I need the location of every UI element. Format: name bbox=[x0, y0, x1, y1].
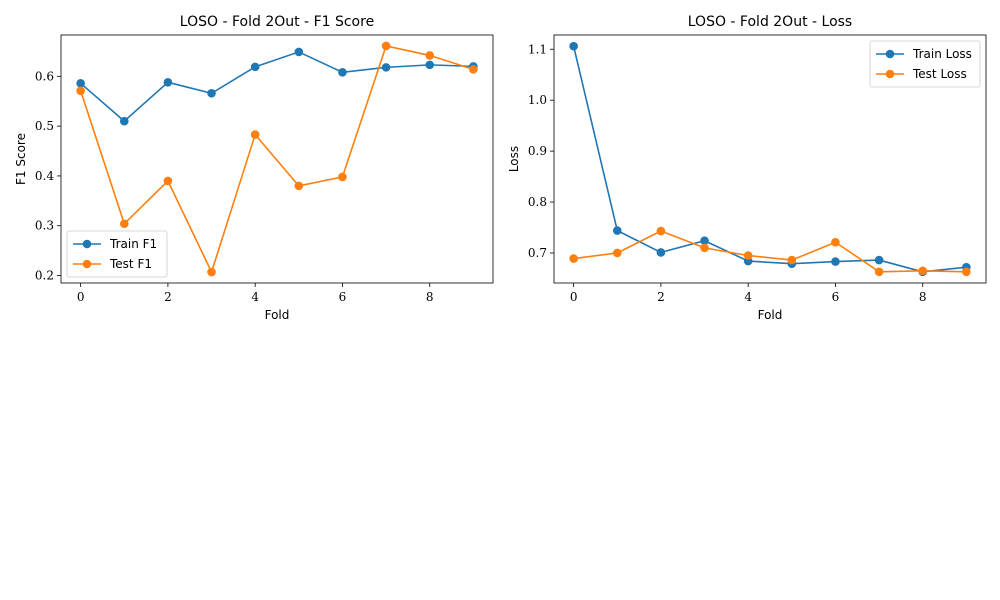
legend-marker bbox=[82, 259, 92, 269]
x-tick-label: 6 bbox=[832, 290, 840, 304]
x-tick-label: 8 bbox=[919, 290, 927, 304]
data-point bbox=[163, 78, 173, 87]
chart-2: LOSO - Fold 2Out - Loss 0 2 4 6 8 0.7 0.8 0.9 1.0… bbox=[507, 14, 987, 322]
axes-frame bbox=[60, 34, 494, 284]
legend-marker bbox=[885, 69, 895, 79]
x-tick-label: 0 bbox=[77, 290, 85, 304]
data-point bbox=[743, 251, 753, 260]
data-point bbox=[700, 236, 709, 246]
chart-title: LOSO - Fold 2Out - Loss bbox=[688, 14, 852, 30]
data-point bbox=[787, 255, 797, 265]
data-point bbox=[381, 63, 391, 72]
data-point bbox=[163, 176, 173, 186]
x-tick-label: 0 bbox=[570, 290, 578, 304]
legend-box bbox=[869, 40, 981, 88]
y-tick-label: 0.2 bbox=[35, 269, 54, 283]
x-axis-label: Fold bbox=[758, 308, 783, 322]
series-line bbox=[79, 45, 474, 275]
data-point bbox=[656, 248, 666, 257]
data-point bbox=[612, 248, 622, 258]
y-tick-label: 0.8 bbox=[528, 195, 547, 209]
y-tick-label: 0.6 bbox=[35, 69, 54, 83]
data-point bbox=[700, 243, 709, 253]
data-point bbox=[207, 88, 216, 98]
legend-marker bbox=[82, 239, 92, 249]
data-point bbox=[831, 257, 840, 266]
legend-label: Train Loss bbox=[912, 47, 972, 61]
y-tick-label: 0.7 bbox=[528, 246, 547, 260]
y-tick-label: 1.1 bbox=[528, 42, 547, 56]
data-point bbox=[338, 172, 347, 182]
y-axis-label: Loss bbox=[507, 146, 521, 172]
legend: Train Loss Test Loss bbox=[869, 40, 981, 88]
data-point bbox=[338, 68, 347, 77]
data-point bbox=[831, 237, 840, 247]
data-point bbox=[612, 226, 622, 235]
legend-label: Test F1 bbox=[109, 257, 152, 271]
data-point bbox=[425, 51, 435, 60]
data-point bbox=[874, 255, 884, 265]
x-tick-label: 2 bbox=[164, 290, 172, 304]
series-line bbox=[573, 230, 967, 273]
data-point bbox=[962, 267, 971, 277]
legend-box bbox=[66, 230, 168, 278]
data-point bbox=[250, 130, 260, 139]
y-axis-label: F1 Score bbox=[14, 133, 28, 185]
data-point bbox=[294, 181, 304, 191]
x-tick-label: 4 bbox=[251, 290, 259, 304]
data-point bbox=[425, 60, 435, 70]
y-tick-label: 0.5 bbox=[35, 119, 54, 133]
data-point bbox=[76, 86, 85, 96]
data-point bbox=[381, 41, 391, 51]
data-point bbox=[874, 267, 884, 277]
data-point bbox=[569, 41, 578, 51]
data-point bbox=[119, 116, 129, 126]
y-tick-label: 0.9 bbox=[528, 144, 547, 158]
x-tick-label: 4 bbox=[744, 290, 752, 304]
legend-marker bbox=[885, 49, 895, 59]
x-tick-label: 6 bbox=[339, 290, 347, 304]
x-axis-label: Fold bbox=[265, 308, 290, 322]
data-point bbox=[569, 254, 578, 263]
data-point bbox=[76, 79, 85, 88]
chart-title: LOSO - Fold 2Out - F1 Score bbox=[180, 14, 374, 30]
axes-frame bbox=[553, 34, 987, 284]
x-tick-label: 8 bbox=[426, 290, 434, 304]
y-tick-label: 0.4 bbox=[35, 169, 54, 183]
legend: Train F1 Test F1 bbox=[66, 230, 168, 278]
data-point bbox=[294, 47, 304, 57]
data-point bbox=[469, 65, 478, 74]
y-tick-label: 1.0 bbox=[528, 93, 547, 107]
data-point bbox=[656, 226, 666, 236]
x-tick-label: 2 bbox=[657, 290, 665, 304]
legend-label: Train F1 bbox=[109, 237, 157, 251]
series-line bbox=[80, 51, 474, 123]
chart-1: LOSO - Fold 2Out - F1 Score 0 2 4 6 8 0.2 0.3 0.… bbox=[14, 14, 494, 322]
data-point bbox=[119, 219, 129, 229]
y-tick-label: 0.3 bbox=[35, 219, 54, 233]
data-point bbox=[250, 62, 260, 72]
data-point bbox=[918, 266, 928, 276]
legend-label: Test Loss bbox=[912, 67, 967, 81]
data-point bbox=[207, 267, 216, 277]
